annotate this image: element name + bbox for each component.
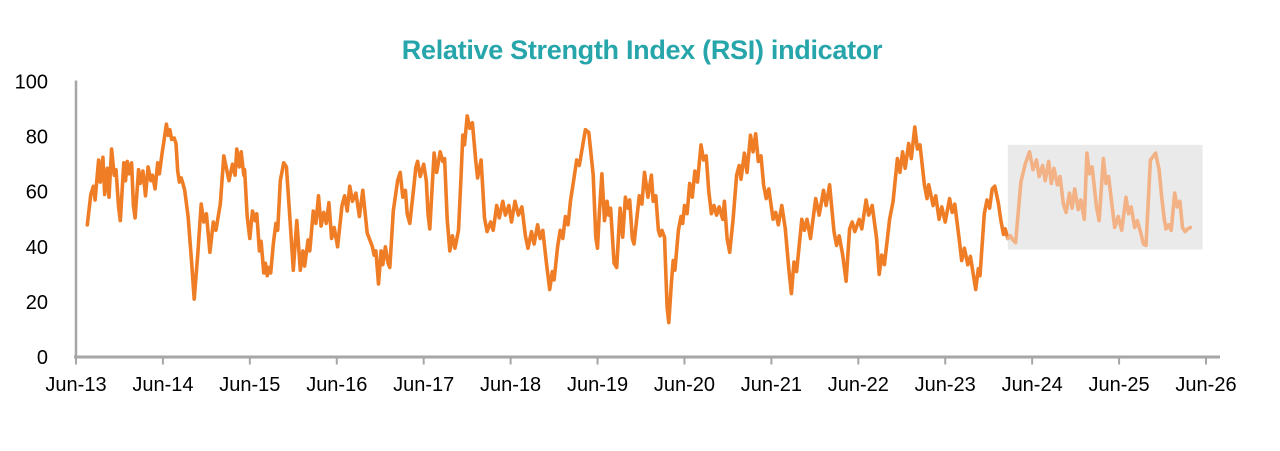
x-tick-label: Jun-17 <box>393 374 454 396</box>
chart-title: Relative Strength Index (RSI) indicator <box>402 35 883 65</box>
x-tick-label: Jun-19 <box>567 374 628 396</box>
x-tick-label: Jun-21 <box>741 374 802 396</box>
x-tick-label: Jun-14 <box>132 374 193 396</box>
y-axis-labels: 0 20 40 60 80 100 <box>15 72 48 370</box>
x-tick-label: Jun-20 <box>654 374 715 396</box>
y-tick-label: 60 <box>26 182 48 204</box>
y-tick-label: 100 <box>15 72 48 94</box>
y-tick-label: 40 <box>26 237 48 259</box>
x-tick-label: Jun-15 <box>219 374 280 396</box>
y-tick-label: 20 <box>26 292 48 314</box>
x-tick-label: Jun-22 <box>828 374 889 396</box>
rsi-actual-line <box>85 114 1010 325</box>
x-tick-label: Jun-23 <box>915 374 976 396</box>
x-tick-label: Jun-26 <box>1175 374 1236 396</box>
x-tick-label: Jun-24 <box>1002 374 1063 396</box>
y-tick-label: 80 <box>26 127 48 149</box>
y-tick-label: 0 <box>37 347 48 369</box>
x-tick-label: Jun-13 <box>45 374 106 396</box>
axes <box>74 80 1220 365</box>
x-tick-label: Jun-16 <box>306 374 367 396</box>
x-tick-label: Jun-25 <box>1088 374 1149 396</box>
rsi-forecast-line <box>1005 150 1193 248</box>
x-tick-label: Jun-18 <box>480 374 541 396</box>
x-axis-labels: Jun-13 Jun-14 Jun-15 Jun-16 Jun-17 Jun-18 Jun-… <box>45 374 1236 396</box>
